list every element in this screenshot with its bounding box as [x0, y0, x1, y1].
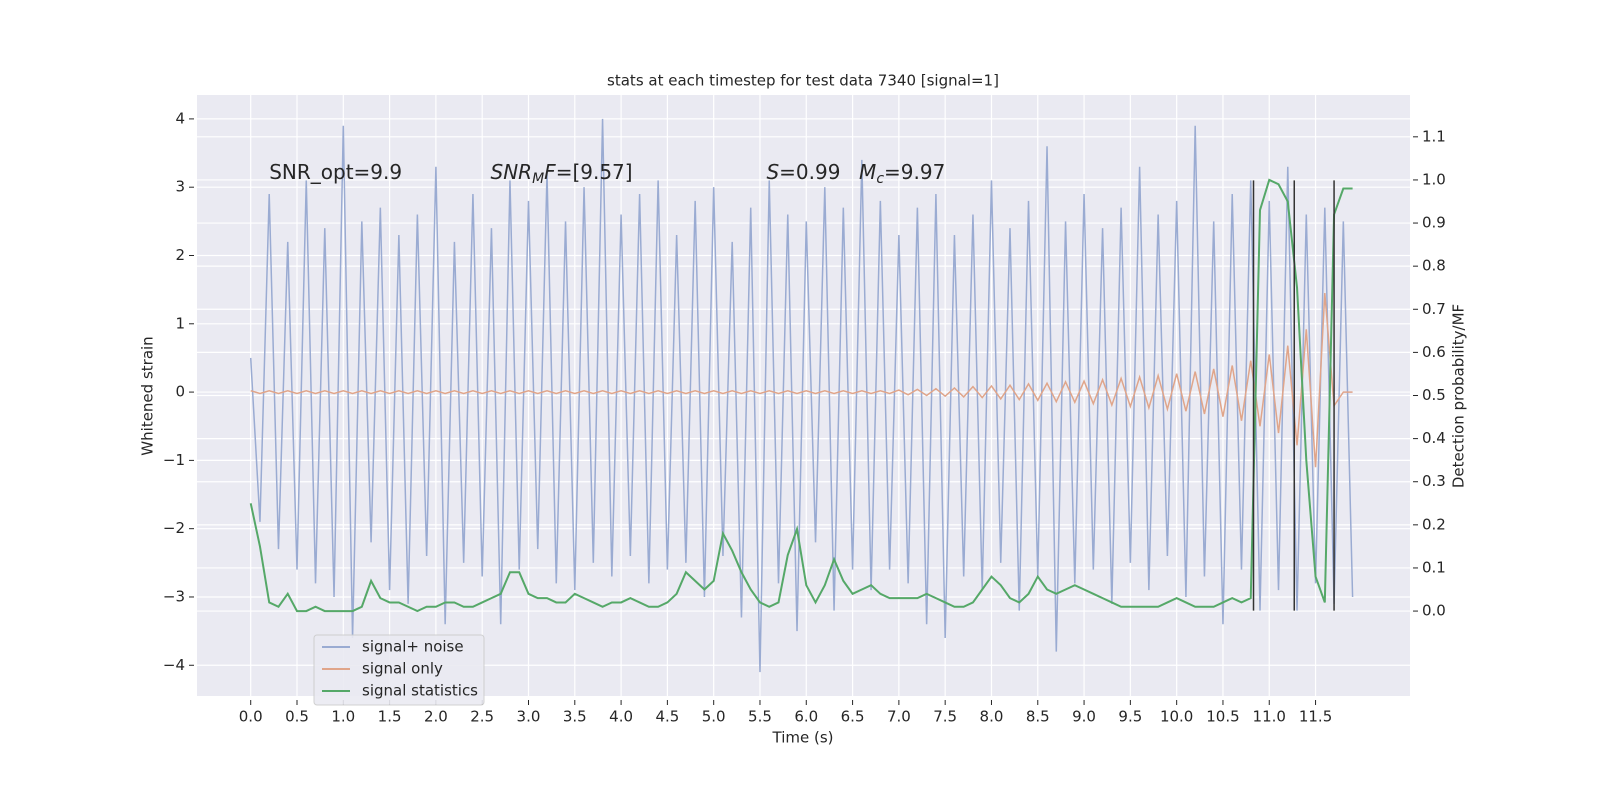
y2-axis-label: Detection probability/MF: [1450, 304, 1468, 488]
legend-label: signal only: [362, 660, 443, 678]
annotation-part: SNR_opt=9.9: [269, 159, 402, 183]
annotation: S=0.99: [766, 159, 840, 183]
x-tick-label: 5.0: [702, 708, 726, 726]
y2-tick-label: 1.0: [1422, 170, 1446, 188]
x-tick-label: 4.0: [609, 708, 633, 726]
y-tick-label: 4: [175, 109, 185, 127]
marks: [249, 118, 1354, 673]
legend-label: signal+ noise: [362, 638, 464, 656]
y2-tick-label: 0.7: [1422, 300, 1446, 318]
x-tick-label: 11.5: [1299, 708, 1332, 726]
annotation: SNRMF=[9.57]: [491, 159, 633, 187]
y2-tick-label: 0.6: [1422, 343, 1446, 361]
x-tick-label: 0.5: [285, 708, 309, 726]
grid: [197, 95, 1410, 696]
chart-title: stats at each timestep for test data 734…: [607, 72, 999, 90]
y-tick-label: 3: [175, 178, 185, 196]
y-tick-label: −4: [163, 656, 185, 674]
y-tick-label: 0: [175, 383, 185, 401]
x-tick-label: 3.5: [563, 708, 587, 726]
x-tick-label: 9.5: [1118, 708, 1142, 726]
x-tick-label: 3.0: [517, 708, 541, 726]
annotation-part: S: [766, 159, 779, 183]
x-tick-label: 2.5: [470, 708, 494, 726]
x-tick-label: 5.5: [748, 708, 772, 726]
annotation-part: c: [876, 171, 884, 187]
y2-tick-label: 0.5: [1422, 386, 1446, 404]
x-tick-label: 9.0: [1072, 708, 1096, 726]
x-tick-label: 6.5: [841, 708, 865, 726]
y-tick-label: −3: [163, 587, 185, 605]
y2-tick-label: 0.4: [1422, 429, 1446, 447]
x-axis-label: Time (s): [772, 729, 834, 747]
annotation-part: SNR: [491, 159, 533, 183]
annotation-part: =0.99: [779, 159, 840, 183]
x-tick-label: 8.5: [1026, 708, 1050, 726]
x-tick-label: 2.0: [424, 708, 448, 726]
y2-tick-label: 0.2: [1422, 515, 1446, 533]
series-line: [249, 118, 1354, 673]
series-line: [249, 178, 1353, 613]
y2-tick-label: 0.9: [1422, 214, 1446, 232]
legend-label: signal statistics: [362, 682, 478, 700]
y2-tick-label: 0.0: [1422, 602, 1446, 620]
x-tick-label: 11.0: [1253, 708, 1286, 726]
annotation: Mc=9.97: [859, 159, 945, 187]
x-tick-label: 1.0: [331, 708, 355, 726]
annotation-part: F: [544, 159, 556, 183]
x-tick-label: 0.0: [239, 708, 263, 726]
y-tick-label: 2: [175, 246, 185, 264]
y-tick-label: −2: [163, 519, 185, 537]
x-tick-label: 4.5: [655, 708, 679, 726]
x-tick-label: 10.0: [1160, 708, 1193, 726]
series-line: [250, 292, 1353, 468]
x-tick-label: 6.0: [794, 708, 818, 726]
annotation-part: M: [532, 171, 544, 187]
annotation-part: =[9.57]: [556, 159, 633, 183]
y-tick-label: 1: [175, 314, 185, 332]
annotation-part: M: [859, 159, 876, 183]
x-tick-label: 10.5: [1206, 708, 1239, 726]
x-tick-label: 8.0: [980, 708, 1004, 726]
x-tick-label: 1.5: [378, 708, 402, 726]
y-tick-label: −1: [163, 451, 185, 469]
x-tick-label: 7.0: [887, 708, 911, 726]
annotation-part: =9.97: [884, 159, 945, 183]
y2-tick-label: 0.3: [1422, 472, 1446, 490]
y2-tick-label: 0.8: [1422, 257, 1446, 275]
y2-tick-label: 0.1: [1422, 558, 1446, 576]
legend-box: [313, 634, 485, 706]
x-tick-label: 7.5: [933, 708, 957, 726]
y2-tick-label: 1.1: [1422, 127, 1446, 145]
legend: signal+ noise signal only signal statistic…: [313, 634, 485, 706]
axes: 0.0 0.5 1.0 1.5 2.0 2.5 3.0 3.5 4.0 4.5 5.0 5.5 6.0 6…: [163, 109, 1446, 725]
annotation: SNR_opt=9.9: [269, 159, 402, 183]
y-axis-label: Whitened strain: [139, 336, 157, 455]
